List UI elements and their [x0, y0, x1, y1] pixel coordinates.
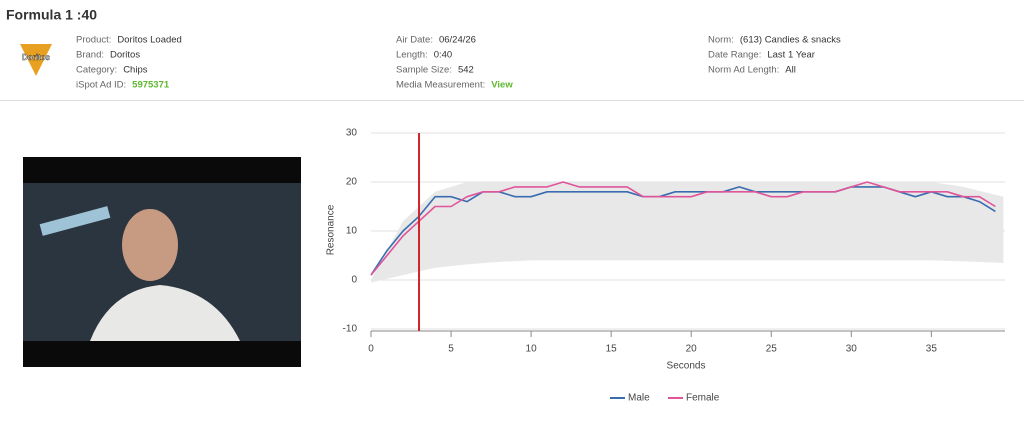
- x-tick-label: 25: [766, 344, 778, 355]
- legend-label[interactable]: Female: [686, 393, 720, 404]
- y-tick-label: 20: [346, 177, 358, 188]
- y-axis-label: Resonance: [326, 204, 337, 255]
- logo-shape: [20, 44, 52, 76]
- x-tick-label: 5: [448, 344, 454, 355]
- norm-band: [371, 182, 1004, 283]
- y-tick-label: 0: [351, 275, 357, 286]
- video-light: [39, 206, 111, 236]
- page-title: Formula 1 :40: [6, 7, 97, 23]
- field-value: 06/24/26: [439, 35, 476, 46]
- field-value: Last 1 Year: [767, 50, 815, 61]
- y-tick-label: 10: [346, 226, 358, 237]
- field-label: iSpot Ad ID:: [76, 80, 126, 91]
- x-axis-label: Seconds: [667, 361, 706, 372]
- field-value: (613) Candies & snacks: [740, 35, 841, 46]
- x-tick-label: 20: [686, 344, 698, 355]
- x-tick-label: 35: [926, 344, 938, 355]
- field-value: 542: [458, 65, 474, 76]
- field-value: Doritos: [110, 50, 140, 61]
- field-value: Chips: [123, 65, 148, 76]
- video-face: [122, 209, 178, 281]
- field-link[interactable]: View: [491, 80, 513, 91]
- legend-label[interactable]: Male: [628, 393, 650, 404]
- field-label: Product:: [76, 35, 111, 46]
- field-label: Air Date:: [396, 35, 433, 46]
- field-label: Date Range:: [708, 50, 761, 61]
- field-label: Norm Ad Length:: [708, 65, 779, 76]
- field-value: All: [785, 65, 796, 76]
- x-tick-label: 10: [526, 344, 538, 355]
- field-label: Media Measurement:: [396, 80, 485, 91]
- y-tick-label: -10: [343, 324, 358, 335]
- video-jacket: [90, 285, 240, 341]
- field-label: Norm:: [708, 35, 734, 46]
- field-link[interactable]: 5975371: [132, 80, 170, 91]
- y-tick-label: 30: [346, 128, 358, 139]
- field-label: Sample Size:: [396, 65, 452, 76]
- field-label: Category:: [76, 65, 117, 76]
- series-line: [370, 181, 996, 276]
- x-tick-label: 0: [368, 344, 374, 355]
- field-value: 0:40: [434, 50, 453, 61]
- x-tick-label: 30: [846, 344, 858, 355]
- x-tick-label: 15: [606, 344, 618, 355]
- field-label: Brand:: [76, 50, 104, 61]
- field-value: Doritos Loaded: [117, 35, 181, 46]
- field-label: Length:: [396, 50, 428, 61]
- logo: Doritos: [22, 53, 51, 62]
